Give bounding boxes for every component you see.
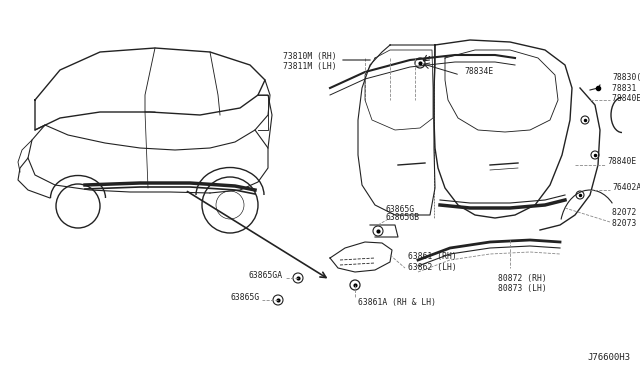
Text: 63865G: 63865G xyxy=(231,294,260,302)
Text: 63865G: 63865G xyxy=(385,205,414,215)
Text: 78834E: 78834E xyxy=(464,67,493,77)
Text: J76600H3: J76600H3 xyxy=(587,353,630,362)
Text: 63865GA: 63865GA xyxy=(249,270,283,279)
Text: 78840E: 78840E xyxy=(607,157,636,167)
Text: 73810M (RH)
73811M (LH): 73810M (RH) 73811M (LH) xyxy=(284,52,337,71)
Text: 80872 (RH)
80873 (LH): 80872 (RH) 80873 (LH) xyxy=(498,274,547,294)
Text: 78830(RH)
78831 (LH)
78840EA  73B10F: 78830(RH) 78831 (LH) 78840EA 73B10F xyxy=(612,73,640,103)
Text: 82072 (RH)
82073 (LH): 82072 (RH) 82073 (LH) xyxy=(612,208,640,228)
Text: 63861 (RH)
63862 (LH): 63861 (RH) 63862 (LH) xyxy=(408,252,457,272)
Text: 63865GB: 63865GB xyxy=(385,214,419,222)
Text: 76402A: 76402A xyxy=(612,183,640,192)
Text: 63861A (RH & LH): 63861A (RH & LH) xyxy=(358,298,436,307)
